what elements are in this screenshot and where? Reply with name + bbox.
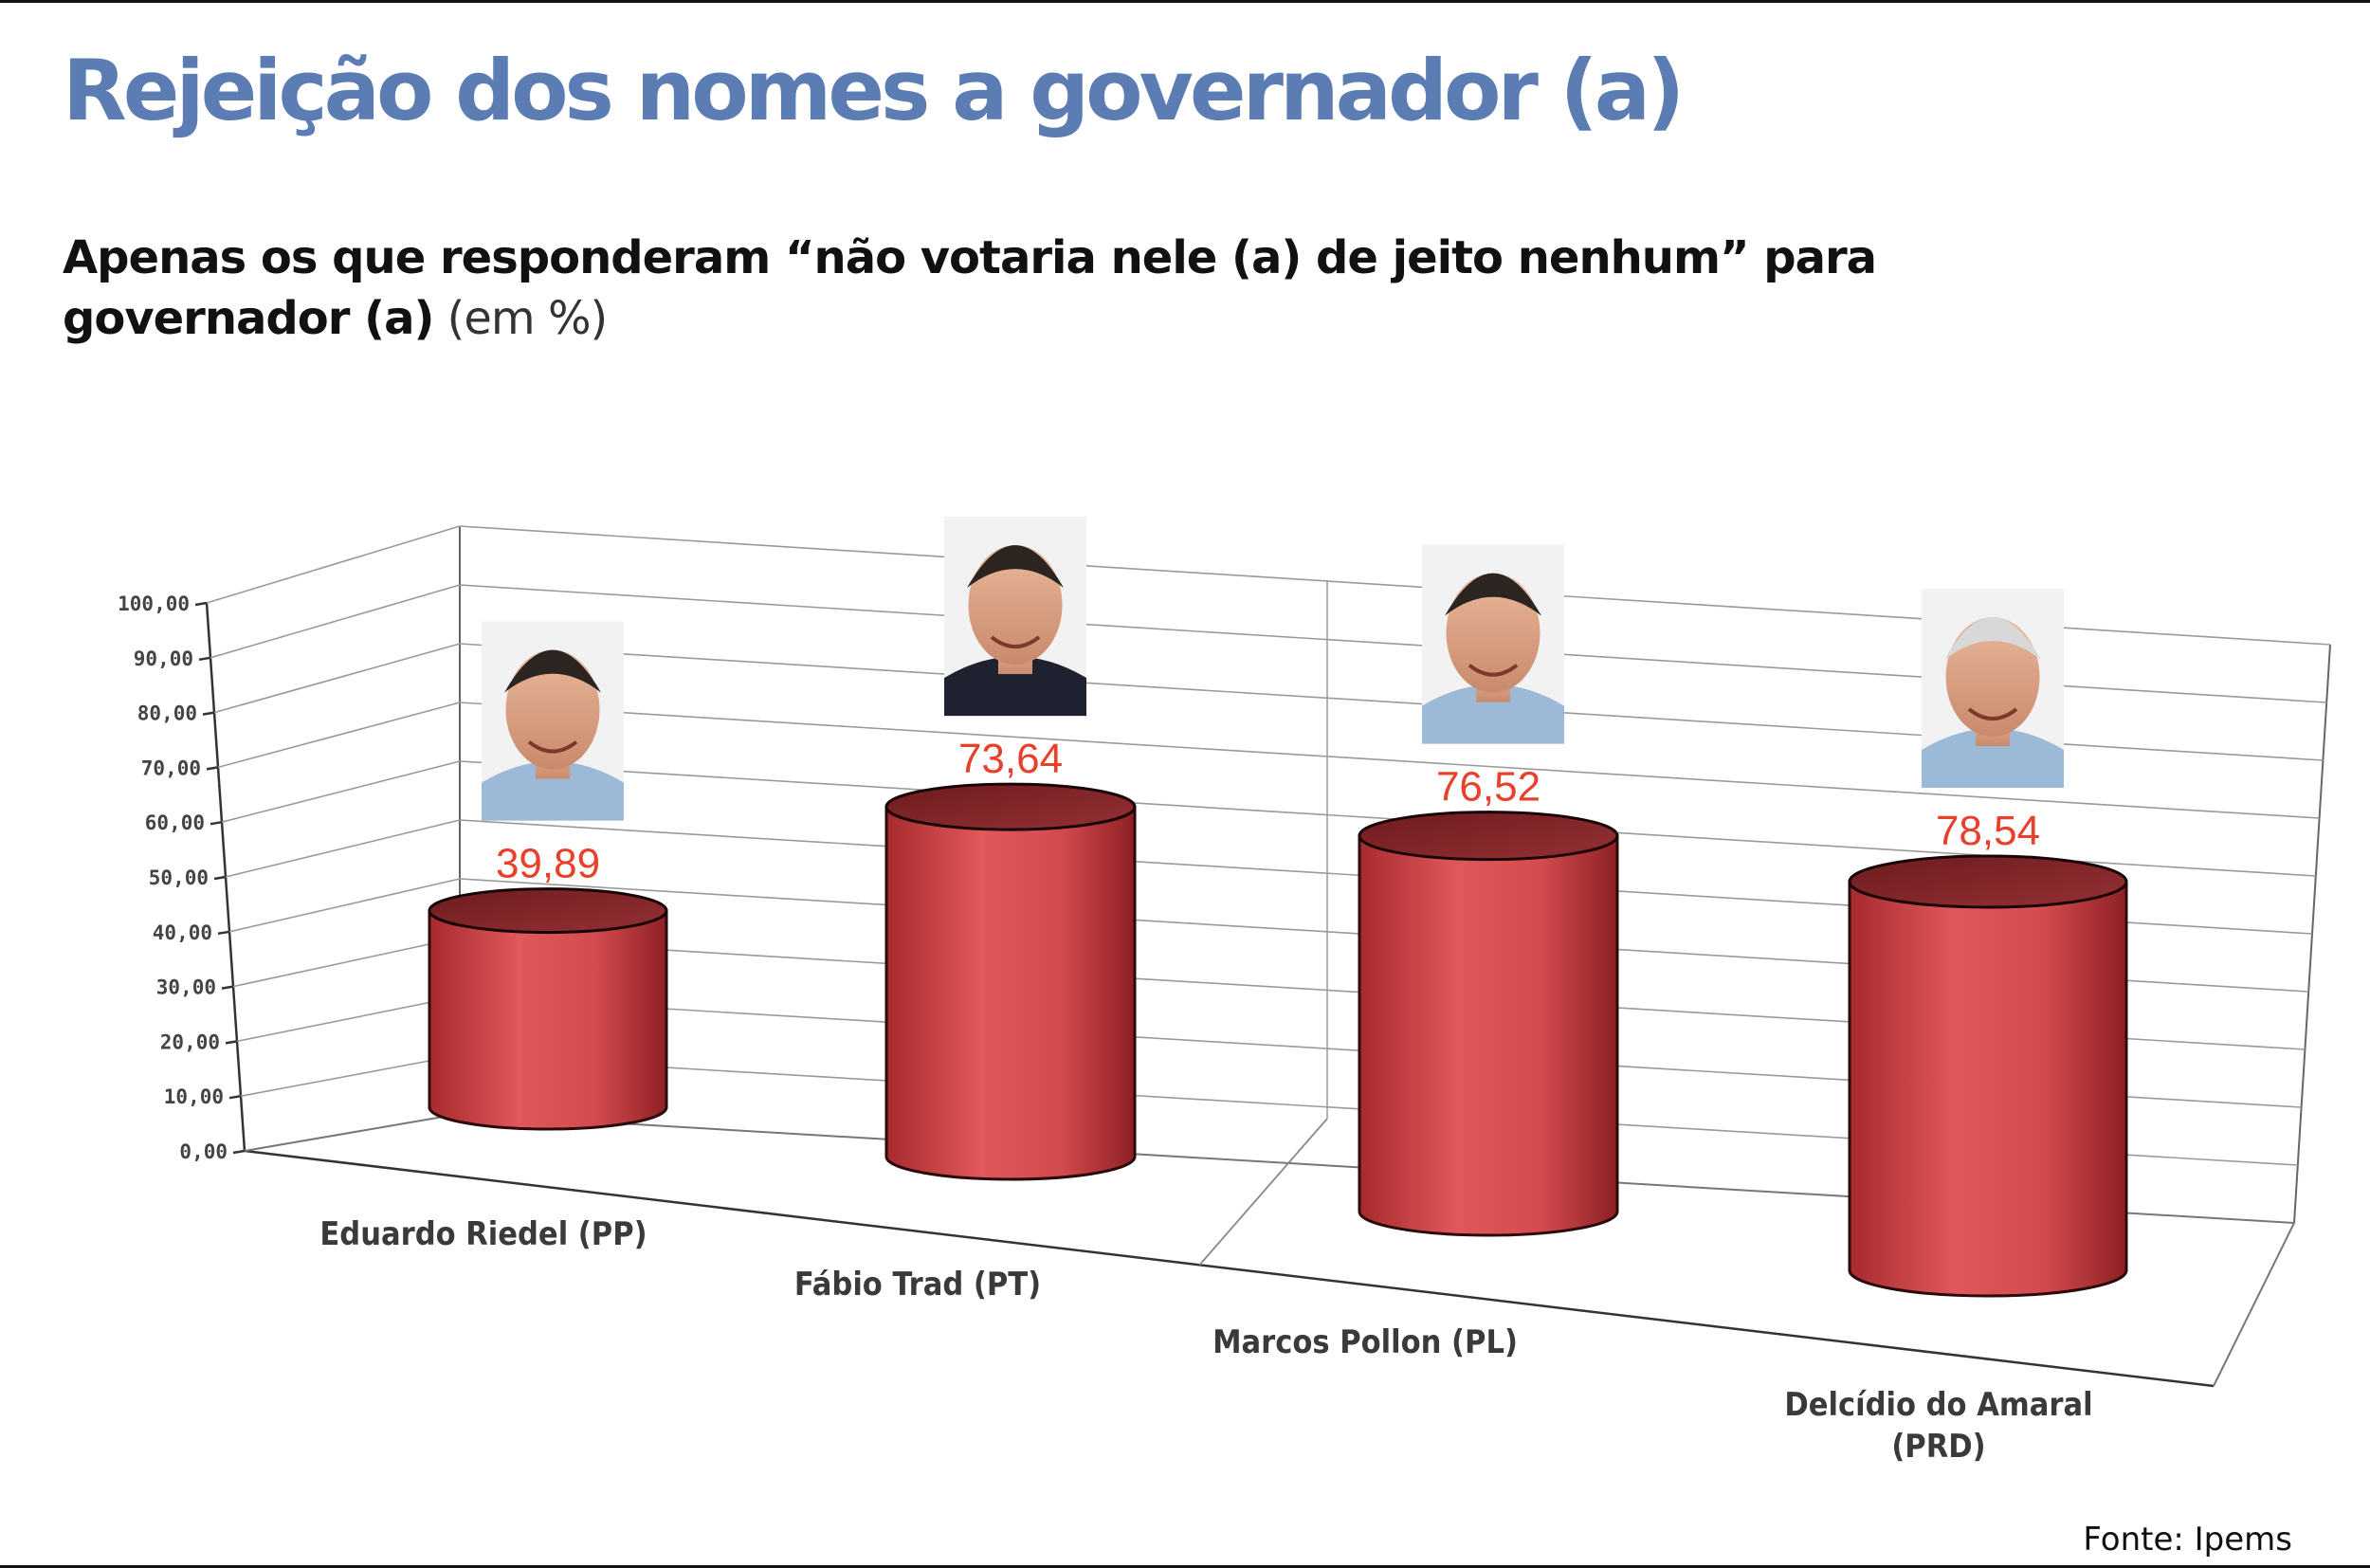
bar-body [884, 805, 1137, 1181]
front-floor-edge [244, 1149, 2215, 1388]
y-tick-mark [228, 1094, 242, 1100]
person-photo [1422, 544, 1564, 744]
y-tick-mark [217, 930, 230, 936]
grid-line-left [221, 760, 461, 823]
subtitle-unit: (em %) [447, 292, 609, 345]
grid-line-left [240, 1054, 461, 1097]
category-label-line: (PRD) [1891, 1428, 1985, 1466]
photo-face [1945, 617, 2040, 738]
bar-body [1358, 834, 1619, 1237]
y-tick-mark [198, 656, 211, 662]
photo-face [968, 545, 1063, 665]
y-tick-mark [213, 875, 227, 881]
grid-line-left [228, 878, 461, 933]
grid-line-left [210, 584, 461, 659]
category-label: Fábio Trad (PT) [794, 1266, 1041, 1304]
y-tick-mark [225, 1040, 238, 1045]
bar-cylinder [884, 782, 1137, 1181]
bar-cylinder [428, 887, 668, 1131]
y-tick-mark [206, 766, 219, 771]
y-tick-mark [210, 820, 223, 826]
category-label: Marcos Pollon (PL) [1212, 1323, 1518, 1361]
y-tick-mark [202, 711, 215, 716]
y-tick-mark [221, 985, 234, 990]
bottom-rule [0, 1565, 2370, 1568]
photo-smile [1967, 707, 2018, 721]
top-rule [0, 0, 2370, 3]
grid-line-back [459, 702, 2320, 819]
y-tick-label: 70,00 [141, 757, 201, 779]
photo-shirt [1422, 684, 1564, 744]
person-photo [482, 621, 624, 821]
value-label: 39,89 [496, 841, 600, 887]
y-tick-label: 10,00 [164, 1085, 224, 1108]
bars [428, 782, 2128, 1298]
photo-hair [504, 649, 601, 693]
y-tick-label: 90,00 [134, 647, 193, 670]
y-axis-ticks: 0,00 10,00 20,00 30,00 40,00 50,00 60,00 70,00 8… [118, 593, 246, 1163]
bar-cylinder [1358, 811, 1619, 1237]
chart-title: Rejeição dos nomes a governador (a) [63, 42, 1685, 139]
bar-cylinder [1848, 854, 2128, 1298]
y-tick-label: 40,00 [153, 921, 212, 944]
right-floor-edge [2213, 1222, 2295, 1387]
grid-line-left [236, 995, 461, 1043]
grid-line-left [217, 702, 461, 769]
category-label: Eduardo Riedel (PP) [319, 1215, 647, 1253]
source-note: Fonte: Ipems [2083, 1521, 2292, 1559]
bar-top [428, 887, 668, 935]
subtitle-bold: Apenas os que responderam “não votaria n… [63, 231, 1877, 345]
photo-smile [990, 635, 1041, 649]
value-label: 76,52 [1436, 764, 1540, 811]
grid-line-left [206, 525, 461, 604]
photo-shirt [1922, 728, 2064, 789]
chart-subtitle: Apenas os que responderam “não votaria n… [63, 228, 1959, 349]
grid-line-left [213, 643, 461, 714]
grid-line-left [225, 819, 461, 878]
y-tick-label: 50,00 [149, 866, 209, 889]
photo-hair [1445, 573, 1541, 616]
photo-face [505, 649, 600, 770]
bar-top [1358, 811, 1619, 862]
y-tick-label: 80,00 [137, 702, 197, 725]
floor-divider [1198, 1118, 1328, 1266]
photo-hair [967, 545, 1064, 589]
category-label: Delcídio do Amaral (PRD) [1784, 1386, 2092, 1466]
bar-top [884, 782, 1137, 831]
y-tick-label: 100,00 [118, 593, 190, 615]
y-tick-label: 0,00 [179, 1140, 228, 1163]
photo-hair [1944, 617, 2041, 661]
y-tick-label: 30,00 [156, 976, 216, 999]
y-tick-mark [232, 1149, 246, 1155]
person-photo [944, 517, 1086, 717]
bar-top [1848, 854, 2128, 909]
photo-smile [1468, 664, 1519, 677]
category-label-line: Delcídio do Amaral [1784, 1386, 2092, 1424]
y-tick-mark [194, 601, 208, 607]
labels: 39,89 Eduardo Riedel (PP) 73,64 Fábio Trad … [319, 517, 2093, 1466]
y-tick-label: 60,00 [145, 811, 205, 834]
photo-smile [527, 739, 578, 754]
value-label: 73,64 [958, 736, 1063, 782]
person-photo [1922, 589, 2064, 789]
y-tick-label: 20,00 [160, 1030, 220, 1053]
photo-shirt [944, 656, 1086, 717]
photo-face [1446, 573, 1540, 693]
bar-body [1848, 880, 2128, 1298]
grid-line-left [232, 937, 461, 988]
bar-body [428, 909, 668, 1131]
photo-shirt [482, 761, 624, 821]
value-label: 78,54 [1936, 808, 2040, 854]
left-floor-edge [244, 1113, 461, 1152]
